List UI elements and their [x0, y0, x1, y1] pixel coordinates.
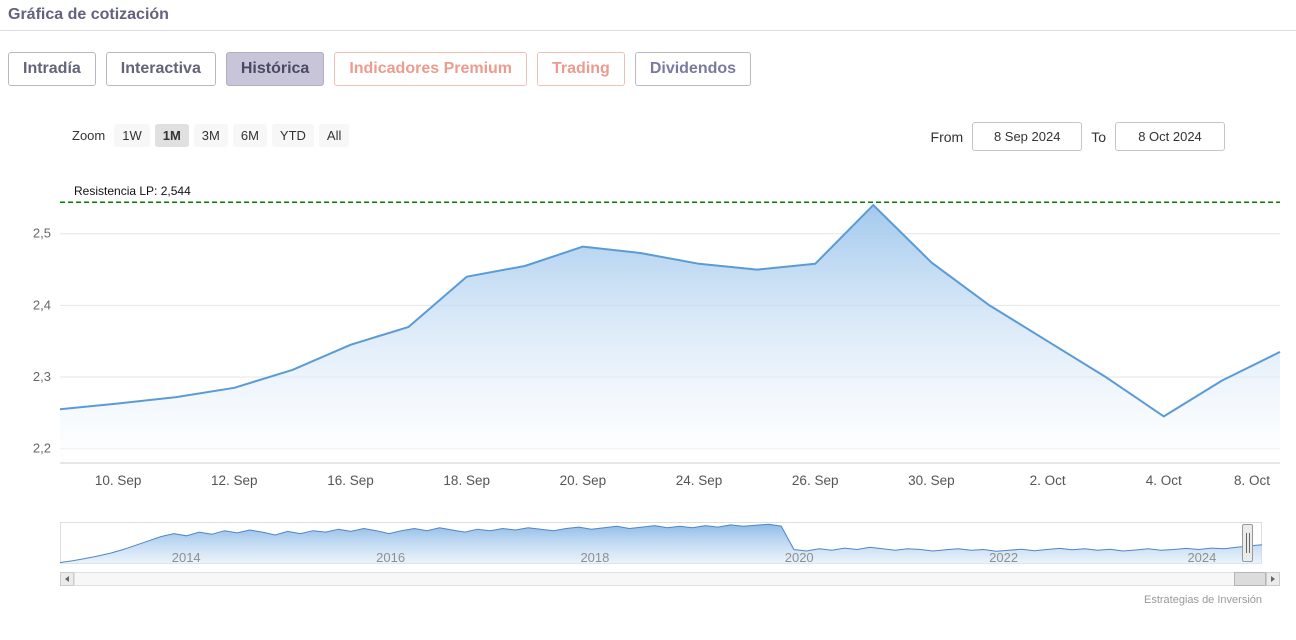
range-1w[interactable]: 1W [114, 124, 150, 147]
zoom-controls: Zoom 1W 1M 3M 6M YTD All [72, 124, 350, 147]
svg-text:10. Sep: 10. Sep [95, 473, 142, 488]
navigator-area [60, 524, 1262, 564]
svg-text:2020: 2020 [785, 550, 814, 565]
range-1m[interactable]: 1M [154, 124, 189, 147]
svg-text:2,5: 2,5 [33, 226, 51, 241]
tab-dividendos[interactable]: Dividendos [634, 52, 752, 86]
svg-text:2018: 2018 [580, 550, 609, 565]
to-date-input[interactable] [1115, 122, 1225, 151]
svg-text:12. Sep: 12. Sep [211, 473, 258, 488]
svg-text:2. Oct: 2. Oct [1030, 473, 1066, 488]
chart-scrollbar [60, 572, 1280, 586]
scrollbar-thumb[interactable] [1234, 572, 1266, 586]
svg-text:18. Sep: 18. Sep [443, 473, 490, 488]
svg-text:2022: 2022 [989, 550, 1018, 565]
svg-text:20. Sep: 20. Sep [560, 473, 607, 488]
from-label: From [930, 128, 964, 145]
svg-text:16. Sep: 16. Sep [327, 473, 374, 488]
chart-credits: Estrategias de Inversión [1143, 594, 1262, 606]
svg-text:2,2: 2,2 [33, 441, 51, 456]
svg-text:8. Oct: 8. Oct [1234, 473, 1270, 488]
to-label: To [1091, 128, 1106, 145]
page-title: Gráfica de cotización [8, 6, 169, 23]
range-3m[interactable]: 3M [193, 124, 228, 147]
tab-trading[interactable]: Trading [537, 52, 625, 86]
scroll-right-button[interactable] [1266, 572, 1280, 586]
from-date-input[interactable] [972, 122, 1083, 151]
svg-text:2014: 2014 [172, 550, 201, 565]
scrollbar-track[interactable] [74, 572, 1266, 586]
svg-text:26. Sep: 26. Sep [792, 473, 839, 488]
scroll-left-button[interactable] [60, 572, 74, 586]
navigator-line [59, 523, 1263, 564]
range-ytd[interactable]: YTD [271, 124, 314, 147]
price-area [60, 205, 1280, 463]
resistance-label: Resistencia LP: 2,544 [74, 184, 191, 198]
tab-indicadores-premium[interactable]: Indicadores Premium [334, 52, 528, 86]
svg-text:24. Sep: 24. Sep [676, 473, 723, 488]
navigator-handle[interactable] [1242, 524, 1253, 562]
tab-intradia[interactable]: Intradía [8, 52, 96, 86]
svg-text:2016: 2016 [376, 550, 405, 565]
chart-tabs: Intradía Interactiva Histórica Indicador… [8, 52, 752, 86]
zoom-label: Zoom [72, 128, 106, 143]
range-all[interactable]: All [318, 124, 350, 147]
svg-text:2024: 2024 [1187, 550, 1216, 565]
price-line [59, 204, 1281, 418]
svg-text:4. Oct: 4. Oct [1146, 473, 1182, 488]
svg-text:2,4: 2,4 [33, 297, 51, 312]
range-6m[interactable]: 6M [232, 124, 267, 147]
tab-historica[interactable]: Histórica [225, 52, 325, 86]
date-range-controls: From To [931, 122, 1225, 151]
right-arrow-icon [1271, 576, 1275, 582]
title-divider [0, 30, 1296, 31]
left-arrow-icon [65, 576, 69, 582]
svg-text:2,3: 2,3 [33, 369, 51, 384]
svg-text:30. Sep: 30. Sep [908, 473, 955, 488]
navigator-chart[interactable]: 2014 2016 2018 2020 2022 2024 [0, 518, 1296, 570]
tab-interactiva[interactable]: Interactiva [105, 52, 216, 86]
price-chart[interactable]: 2,2 2,3 2,4 2,5 10. Sep 12. Sep 16. Sep 18. Sep… [0, 168, 1296, 490]
